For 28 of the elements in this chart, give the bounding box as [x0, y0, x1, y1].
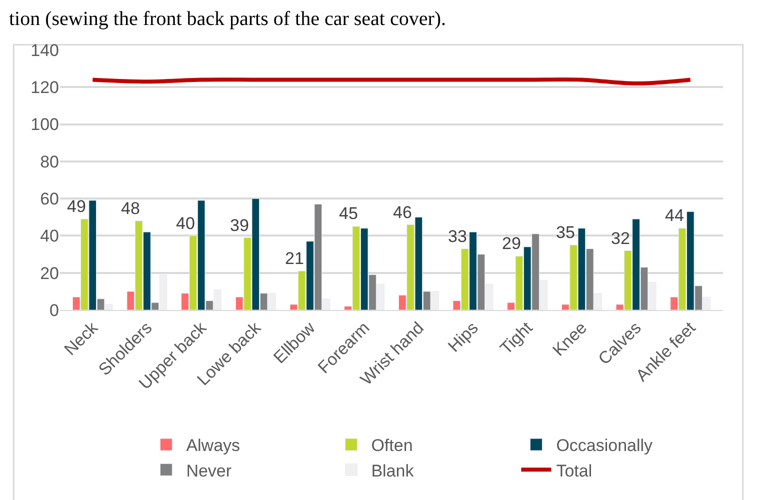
legend-label: Always: [186, 436, 240, 456]
y-tick-label: 40: [40, 226, 59, 246]
data-label: 35: [556, 223, 575, 242]
data-label: 46: [393, 203, 412, 222]
data-label: 29: [502, 234, 521, 253]
x-tick-label: Hips: [444, 318, 482, 356]
data-label: 45: [339, 204, 358, 223]
data-label: 33: [448, 227, 467, 246]
data-label: 40: [176, 214, 195, 233]
legend-label: Often: [371, 436, 413, 456]
y-tick-label: 120: [30, 78, 59, 98]
y-tick-label: 140: [30, 40, 59, 60]
legend-label: Never: [186, 461, 232, 480]
data-label: 39: [230, 216, 249, 235]
data-label: 21: [285, 249, 304, 268]
y-tick-label: 80: [40, 152, 59, 172]
legend-label: Blank: [371, 461, 414, 480]
y-tick-label: 20: [40, 264, 59, 283]
y-tick-label: 100: [30, 115, 59, 134]
legend-label: Occasionally: [556, 436, 654, 456]
y-tick-label: 0: [50, 300, 59, 320]
y-tick-label: 60: [40, 190, 59, 209]
data-label: 48: [121, 199, 140, 218]
legend-label: Total: [556, 461, 592, 480]
text: tion (sewing the front back parts of the car seat cover).: [9, 8, 446, 30]
data-label: 44: [665, 206, 684, 225]
data-label: 32: [611, 229, 630, 248]
data-label: 49: [67, 197, 86, 216]
